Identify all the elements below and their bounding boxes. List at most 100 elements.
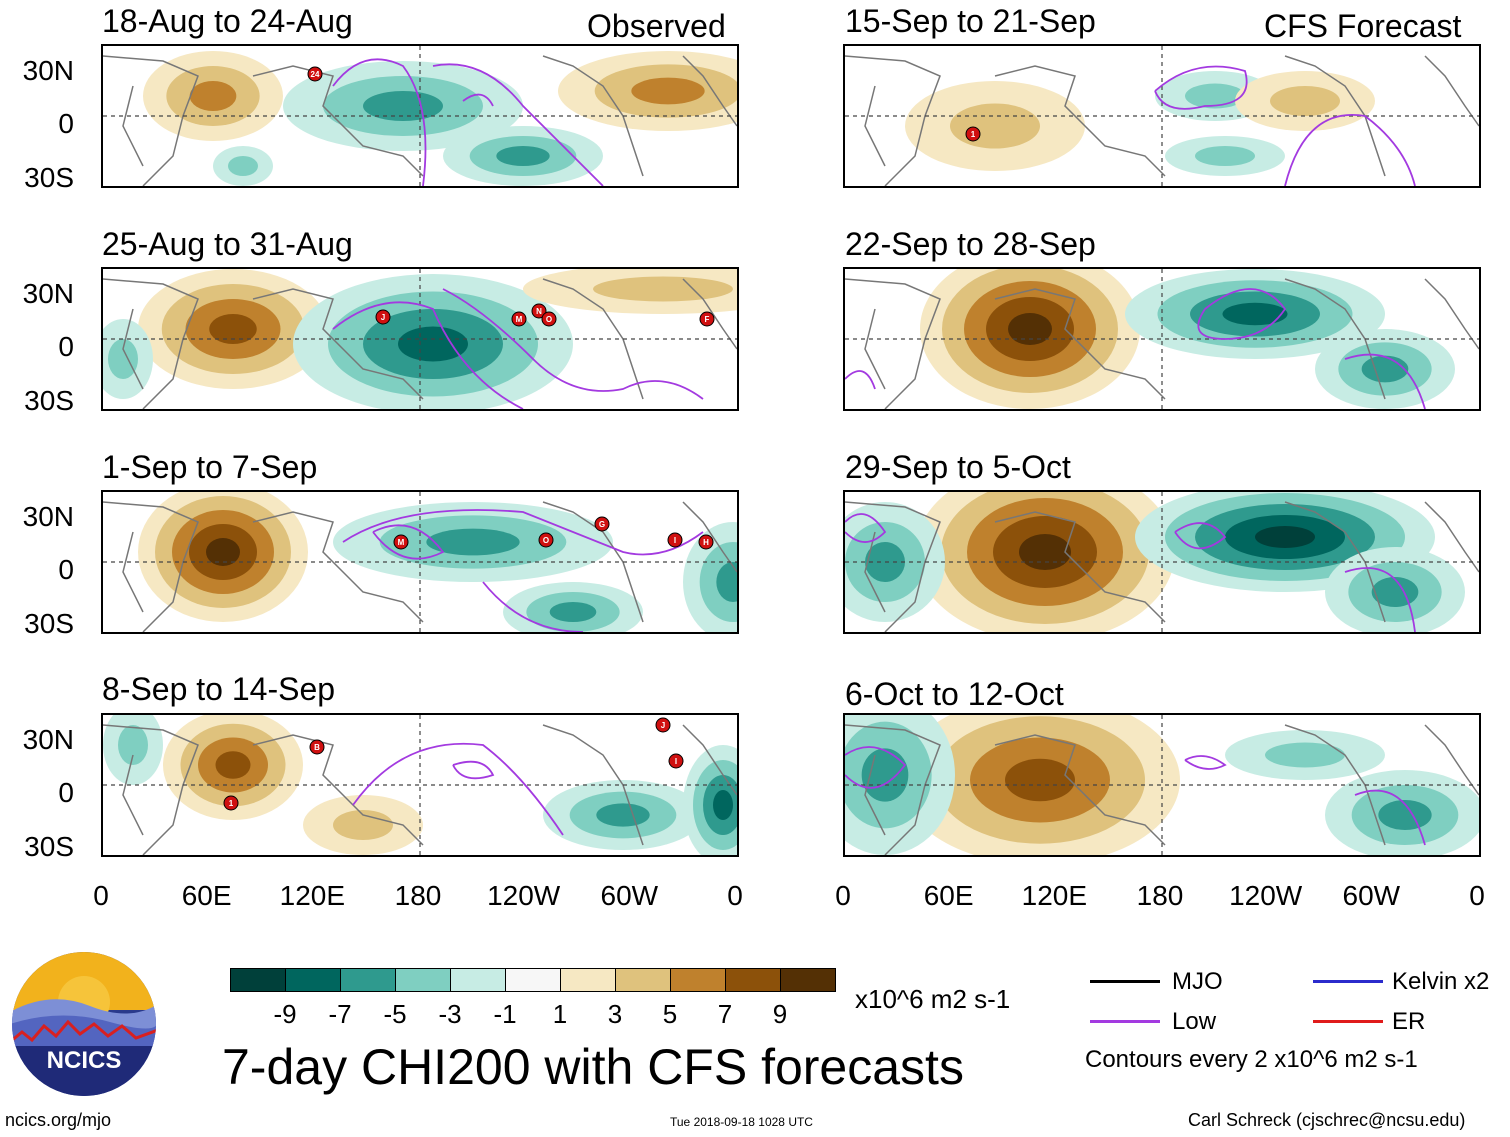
tropical-cyclone-marker: O: [541, 311, 557, 327]
chi200-anomaly-shading: [713, 790, 733, 820]
tropical-cyclone-marker: G: [594, 516, 610, 532]
low-frequency-contour: [332, 58, 604, 186]
lon-label-fc: 60E: [923, 880, 974, 911]
chi200-anomaly-shading: [496, 146, 550, 166]
chi200-anomaly-shading: [206, 538, 240, 566]
coastline: [103, 278, 737, 409]
legend-low-label: Low: [1172, 1008, 1217, 1035]
panel-title-obs-1: 18-Aug to 24-Aug: [102, 3, 353, 39]
map-panel-obs-1: 24: [101, 44, 739, 188]
colorbar-swatch: [395, 968, 451, 992]
chi200-anomaly-shading: [861, 748, 909, 802]
chi200-anomaly-shading: [333, 810, 393, 840]
chi200-anomaly-shading: [593, 276, 733, 302]
lat-label: 30S: [24, 385, 74, 416]
tropical-cyclone-marker: I: [668, 753, 684, 769]
ncics-logo[interactable]: NCICS: [10, 950, 158, 1098]
coastline: [845, 724, 1479, 855]
lat-label: 30N: [22, 55, 74, 86]
tropical-cyclone-marker: M: [511, 311, 527, 327]
lon-label-fc: 0: [835, 880, 851, 911]
low-frequency-contour: [845, 746, 1426, 846]
tropical-cyclone-marker: B: [309, 739, 325, 755]
colorbar-label: -7: [328, 999, 352, 1029]
storm-label: H: [703, 538, 709, 547]
lon-label-obs: 180: [394, 880, 442, 911]
lat-label: 30S: [24, 831, 74, 862]
lat-label: 30S: [24, 608, 74, 639]
coastline: [845, 278, 1479, 409]
map-panel-fc-3: [843, 490, 1481, 634]
lon-label-obs: 120E: [279, 880, 346, 911]
chi200-anomaly-shading: [950, 103, 1040, 149]
colorbar-swatch: [670, 968, 726, 992]
storm-label: O: [546, 315, 552, 324]
forecast-label: CFS Forecast: [1264, 8, 1462, 44]
colorbar-label: -3: [438, 999, 462, 1029]
legend-er-label: ER: [1392, 1008, 1426, 1035]
tropical-cyclone-marker: 24: [307, 66, 323, 82]
chi200-anomaly-shading: [118, 725, 148, 765]
chi200-anomaly-shading: [1270, 86, 1340, 116]
footer-timestamp: Tue 2018-09-18 1028 UTC: [670, 1115, 813, 1129]
colorbar-label: 9: [772, 999, 788, 1029]
contours-note: Contours every 2 x10^6 m2 s-1: [1085, 1046, 1418, 1073]
storm-label: J: [381, 313, 385, 322]
coastline: [845, 55, 1479, 186]
tropical-cyclone-marker: M: [393, 534, 409, 550]
storm-label: G: [599, 520, 605, 529]
footer-author: Carl Schreck (cjschrec@ncsu.edu): [1188, 1110, 1466, 1130]
low-frequency-contour: [845, 513, 1416, 632]
chi200-anomaly-shading: [1195, 146, 1255, 166]
chi200-anomaly-shading: [1019, 534, 1071, 570]
storm-label: N: [536, 307, 542, 316]
legend-kelvin-line: [1313, 980, 1383, 983]
chi200-anomaly-shading: [1222, 302, 1288, 326]
tropical-cyclone-marker: O: [538, 532, 554, 548]
lon-label-fc: 120W: [1229, 880, 1303, 911]
chi200-anomaly-shading: [1361, 355, 1409, 383]
panel-title-fc-3: 29-Sep to 5-Oct: [845, 449, 1071, 485]
chi200-anomaly-shading: [1378, 800, 1432, 830]
observed-label: Observed: [587, 8, 726, 44]
lon-label-fc: 0: [1469, 880, 1485, 911]
low-frequency-contour: [845, 288, 1426, 409]
coastline: [845, 501, 1479, 632]
low-frequency-contour: [352, 742, 564, 836]
storm-label: J: [661, 721, 665, 730]
low-frequency-contour: [1154, 65, 1416, 186]
colorbar-swatch: [560, 968, 616, 992]
main-title: 7-day CHI200 with CFS forecasts: [222, 1039, 964, 1095]
legend-er-line: [1313, 1020, 1383, 1023]
map-panel-obs-3: M O G I H: [101, 490, 739, 634]
storm-label: 1: [229, 799, 234, 808]
storm-label: 24: [311, 70, 320, 79]
lat-label: 0: [58, 108, 74, 139]
map-panel-fc-4: [843, 713, 1481, 857]
chi200-anomaly-shading: [549, 602, 597, 622]
lon-label-obs: 60W: [600, 880, 659, 911]
colorbar-swatch: [340, 968, 396, 992]
chi200-anomaly-shading: [398, 326, 468, 362]
chi200-anomaly-shading: [228, 156, 258, 176]
legend-mjo-line: [1090, 980, 1160, 983]
legend-kelvin-label: Kelvin x2: [1392, 968, 1490, 995]
lon-label-fc: 120E: [1021, 880, 1088, 911]
colorbar-label: -1: [493, 999, 517, 1029]
chi200-anomaly-shading: [108, 339, 138, 379]
panel-title-fc-1: 15-Sep to 21-Sep: [845, 3, 1096, 39]
colorbar-swatch: [285, 968, 341, 992]
lon-label-fc: 60W: [1342, 880, 1401, 911]
panel-title-obs-4: 8-Sep to 14-Sep: [102, 671, 336, 707]
chi200-anomaly-shading: [1255, 526, 1315, 548]
lat-label: 30N: [22, 724, 74, 755]
chi200-anomaly-shading: [209, 314, 257, 344]
chi200-anomaly-shading: [426, 528, 520, 556]
storm-label: B: [314, 743, 320, 752]
colorbar-units: x10^6 m2 s-1: [855, 984, 1011, 1014]
tropical-cyclone-marker: J: [655, 717, 671, 733]
low-frequency-contour: [342, 509, 704, 632]
tropical-cyclone-marker: J: [375, 309, 391, 325]
chi200-anomaly-shading: [596, 803, 650, 827]
footer-url[interactable]: ncics.org/mjo: [5, 1110, 112, 1130]
